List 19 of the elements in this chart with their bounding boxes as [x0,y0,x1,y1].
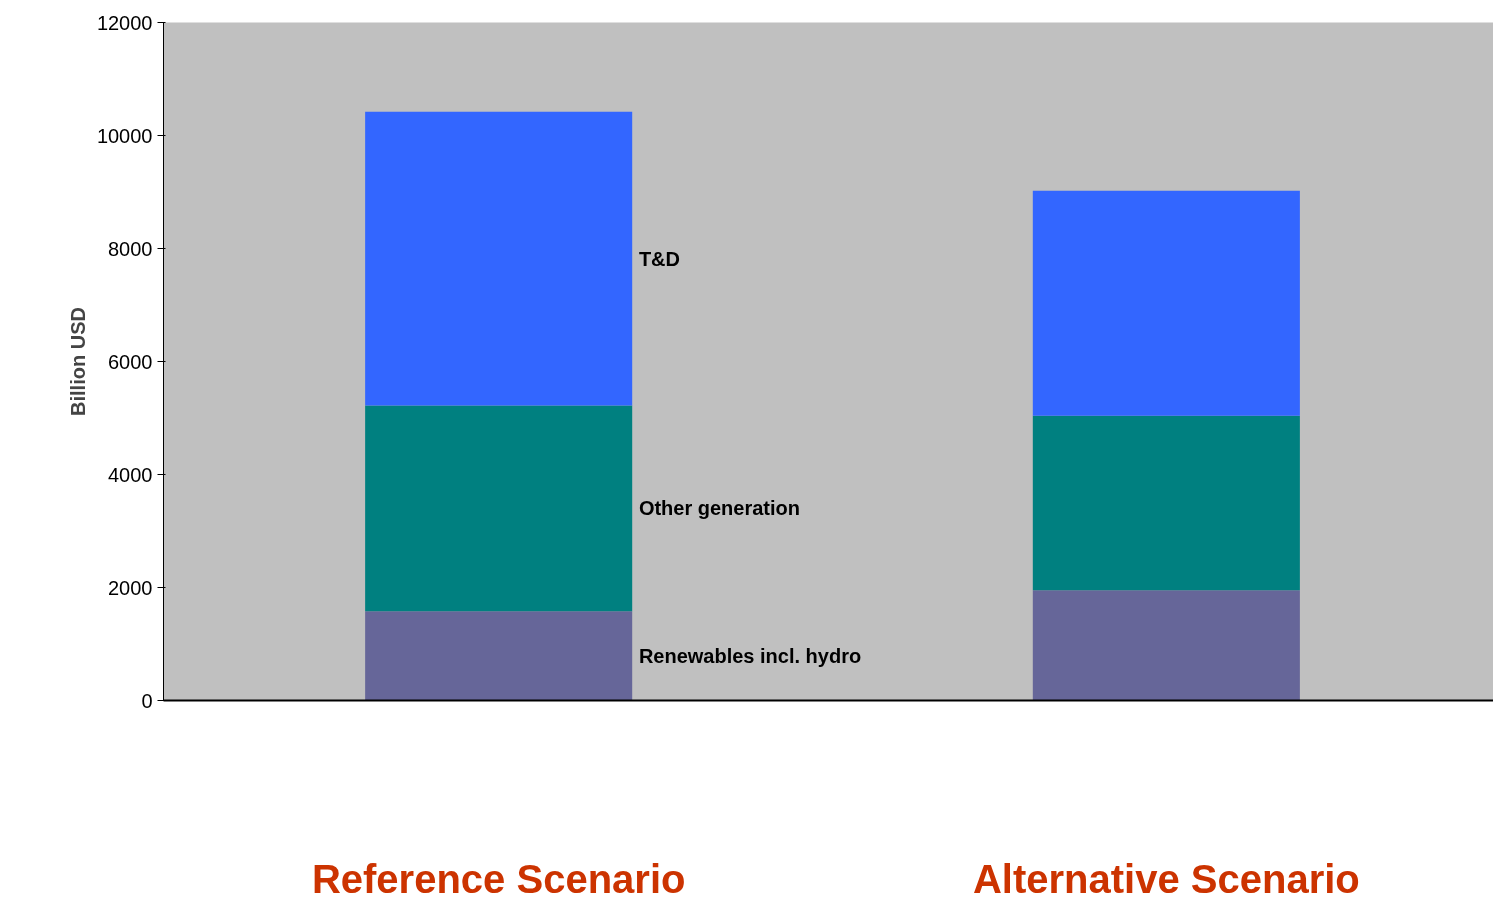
bar [1032,190,1300,416]
x-tick-label: Alternative Scenario [972,856,1360,901]
y-tick-label: 4000 [108,463,153,486]
y-tick-label: 10000 [96,124,153,147]
series-label: T&D [638,247,680,270]
y-tick-label: 0 [141,689,153,712]
y-tick-label: 12000 [96,11,153,34]
bar [1032,415,1300,591]
y-axis-title: Billion USD [66,307,89,416]
bar [1032,590,1300,701]
bar [365,611,633,701]
bar [365,405,633,612]
y-tick-label: 8000 [108,237,153,260]
y-tick-label: 2000 [108,576,153,599]
bar [365,111,633,406]
series-label: Other generation [638,497,801,520]
y-tick-label: 6000 [108,350,153,373]
series-label: Renewables incl. hydro [638,644,862,667]
x-tick-label: Reference Scenario [311,856,686,901]
